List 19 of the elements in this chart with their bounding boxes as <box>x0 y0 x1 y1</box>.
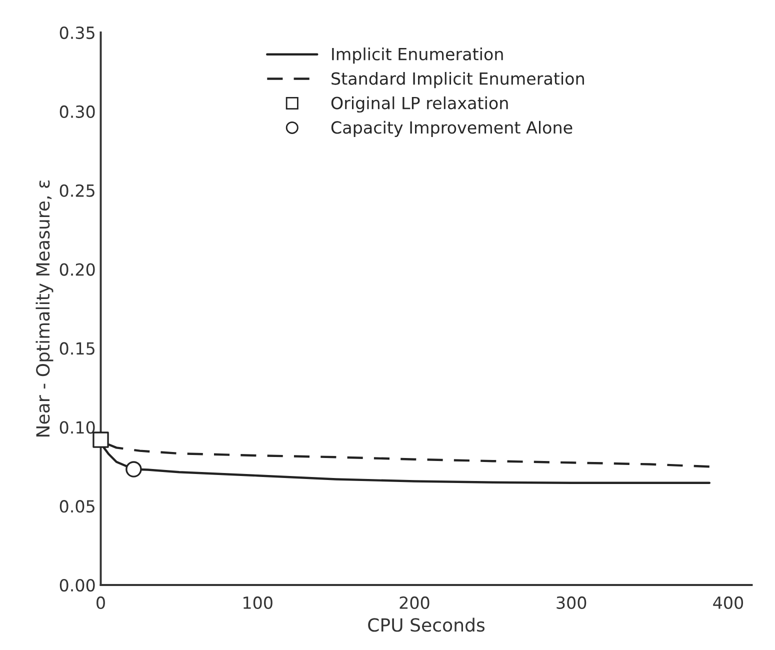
legend-label: Capacity Improvement Alone <box>331 120 572 138</box>
y-tick-label: 0.10 <box>60 421 95 434</box>
y-tick-label: 0.15 <box>60 342 94 355</box>
y-tick-label: 0.30 <box>60 105 95 118</box>
legend-label: Original LP relaxation <box>331 96 508 113</box>
x-tick-label: 200 <box>400 596 430 610</box>
x-axis-title: CPU Seconds <box>368 618 485 632</box>
x-tick-label: 300 <box>556 596 586 610</box>
x-tick-label: 400 <box>713 596 744 610</box>
y-tick-label: 0.25 <box>60 184 94 197</box>
legend-label: Implicit Enumeration <box>332 48 503 64</box>
x-tick-label: 0 <box>96 596 105 610</box>
y-tick-label: 0.20 <box>60 263 95 276</box>
y-axis-title: Near - Optimality Measure, ε <box>36 180 54 436</box>
y-tick-label: 0.35 <box>60 26 94 40</box>
legend-label: Standard Implicit Enumeration <box>332 72 584 88</box>
y-tick-label: 0.00 <box>60 578 95 592</box>
x-tick-label: 100 <box>244 596 272 610</box>
y-tick-label: 0.05 <box>60 500 94 513</box>
